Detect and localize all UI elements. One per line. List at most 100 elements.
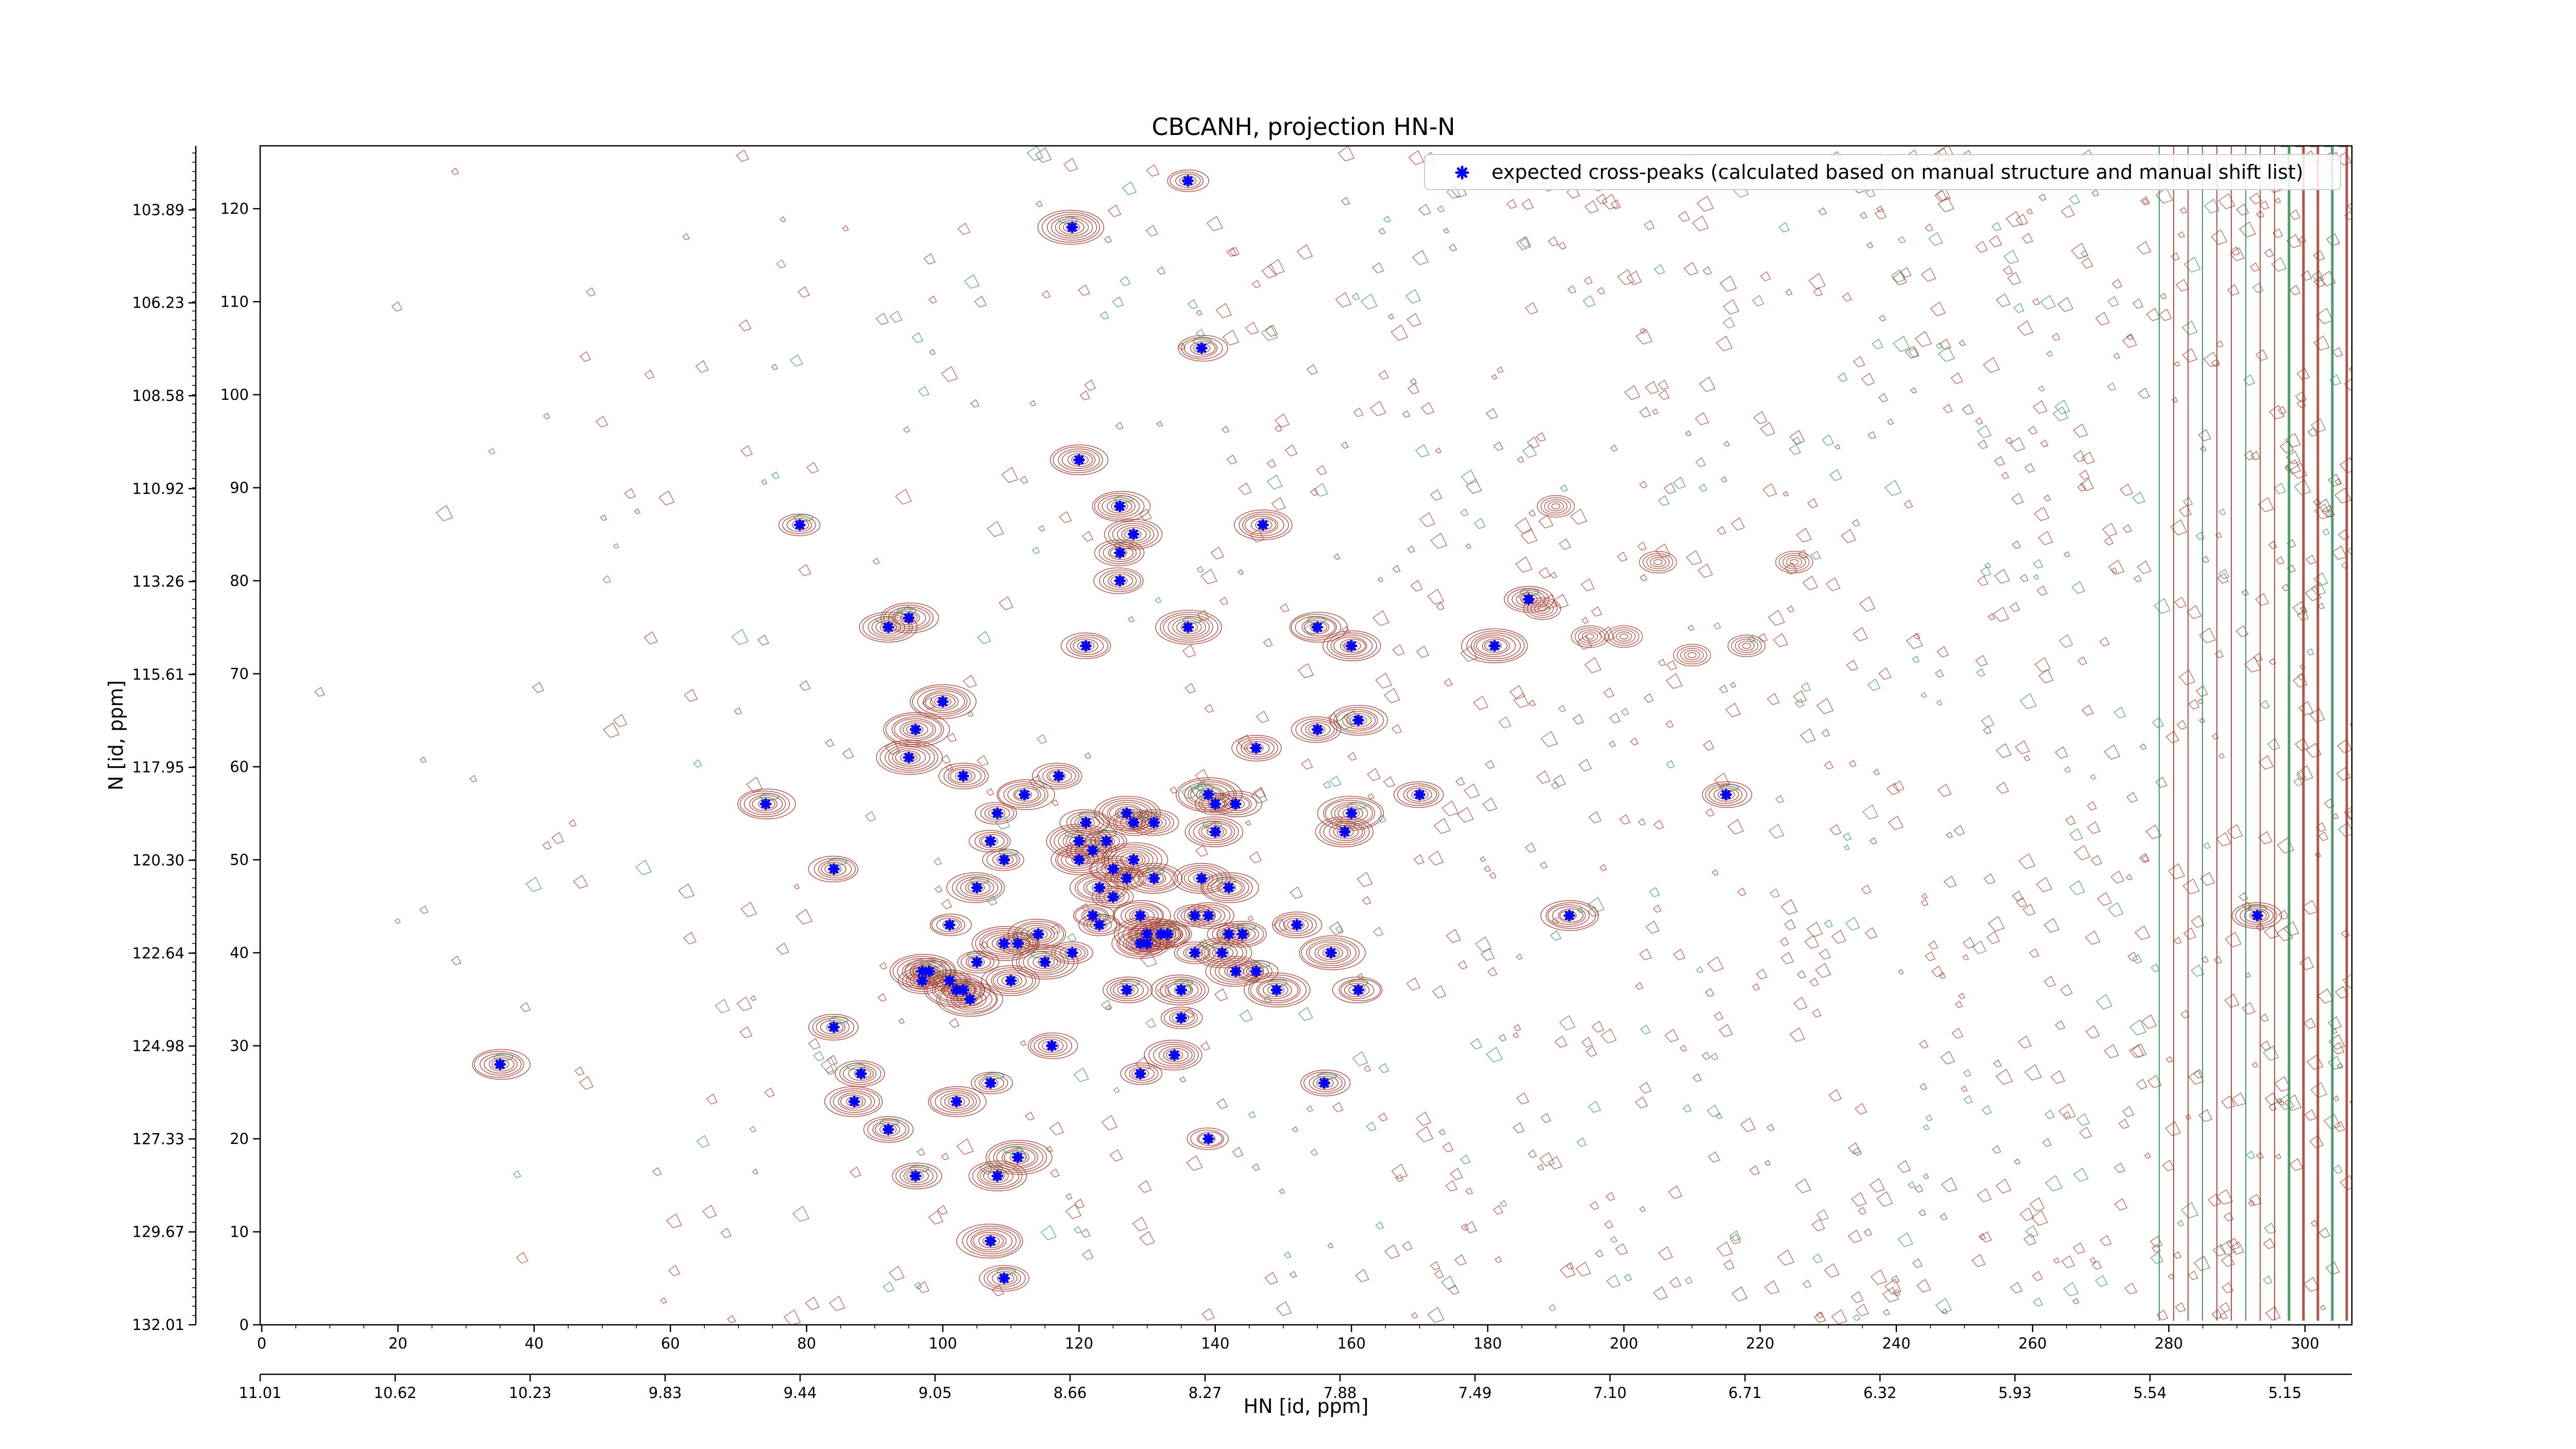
noise-contour (1567, 285, 1577, 294)
noise-contour (1465, 1187, 1473, 1195)
noise-contour (1982, 726, 1992, 735)
contour-ring (1110, 869, 1145, 888)
contour-ring (1023, 951, 1065, 973)
noise-contour (2170, 519, 2188, 536)
noise-contour (1581, 578, 1595, 592)
contour-ring (1049, 444, 1109, 476)
noise-contour (488, 447, 496, 455)
noise-contour (1897, 235, 1906, 244)
noise-contour (1869, 1178, 1885, 1193)
noise-contour (1506, 198, 1517, 209)
noise-contour (1658, 659, 1666, 666)
contour-ring (1181, 867, 1223, 890)
noise-contour (1762, 483, 1777, 497)
noise-contour (2218, 752, 2225, 759)
noise-contour (783, 1309, 801, 1325)
cross-peak-marker-core (954, 1099, 959, 1104)
noise-contour (1941, 1308, 1948, 1315)
contour-ring (1178, 334, 1228, 362)
contour-ring-negative (1031, 951, 1050, 958)
noise-contour (2264, 1222, 2277, 1234)
cross-peak-marker-core (1131, 857, 1137, 863)
noise-contour (2058, 1103, 2076, 1120)
contour-ring (929, 914, 972, 936)
contour-ring (895, 1165, 938, 1187)
noise-contour (1897, 1160, 1911, 1173)
x-ppm-tick-label: 7.49 (1459, 1384, 1492, 1402)
cross-peak-marker-core (1104, 838, 1109, 844)
noise-contour (1703, 739, 1715, 751)
contour-ring (1004, 1150, 1030, 1165)
contour-ring (1160, 979, 1202, 1001)
noise-contour (1455, 777, 1465, 786)
noise-contour (2244, 450, 2255, 461)
cross-peak-marker-core (1138, 1071, 1143, 1076)
noise-contour (1073, 1067, 1089, 1083)
noise-contour (1273, 918, 1287, 932)
noise-contour (2331, 1042, 2345, 1055)
cross-peak-marker-core (988, 1238, 993, 1244)
noise-contour (2334, 487, 2352, 504)
noise-contour (1132, 1216, 1148, 1232)
cross-peak-marker-core (1274, 987, 1279, 993)
noise-contour (520, 1002, 531, 1013)
noise-contour (2290, 462, 2308, 479)
contour-ring (1507, 588, 1550, 611)
noise-contour (1866, 242, 1874, 249)
contour-ring (1551, 503, 1561, 510)
contour-ring (965, 955, 991, 969)
noise-contour (2217, 572, 2229, 584)
contour-ring (1653, 559, 1663, 565)
noise-contour (2031, 1210, 2048, 1226)
contour-ring (1187, 1127, 1229, 1150)
contour-ring (874, 1122, 901, 1137)
contour-ring (1107, 846, 1158, 873)
contour-ring (1236, 737, 1278, 760)
noise-contour (1664, 1029, 1679, 1042)
noise-contour (1672, 477, 1686, 490)
contour-ring (888, 746, 930, 769)
noise-contour (1441, 1275, 1456, 1290)
noise-contour (1608, 740, 1616, 748)
contour-ring (957, 951, 999, 973)
contour-ring (1317, 796, 1384, 831)
contour-ring (1330, 634, 1373, 658)
contour-ring (1212, 948, 1229, 958)
noise-contour (1419, 512, 1435, 527)
noise-contour (1663, 482, 1676, 495)
noise-contour (1818, 207, 1827, 215)
noise-contour (771, 363, 778, 370)
noise-contour (2087, 821, 2101, 834)
noise-contour (1653, 264, 1665, 275)
noise-contour (2142, 198, 2149, 204)
noise-contour (1410, 378, 1417, 385)
noise-contour (2091, 1260, 2102, 1270)
noise-contour (1802, 575, 1818, 591)
noise-contour (1848, 1142, 1861, 1154)
noise-contour (738, 319, 752, 331)
noise-contour (1584, 200, 1599, 214)
noise-contour (2024, 463, 2035, 473)
noise-contour (1764, 1280, 1780, 1295)
noise-contour (2032, 1297, 2043, 1307)
noise-contour (1665, 720, 1674, 728)
noise-contour (2087, 801, 2097, 811)
noise-contour (2198, 717, 2206, 723)
noise-contour (419, 756, 427, 763)
noise-contour (1074, 1199, 1085, 1209)
contour-ring (993, 971, 1027, 990)
noise-contour (1516, 236, 1531, 250)
cross-peak-marker-core (852, 1099, 857, 1104)
noise-contour (928, 1210, 944, 1225)
contour-ring (1038, 1038, 1064, 1053)
contour-ring (1113, 917, 1181, 952)
noise-contour (1377, 576, 1383, 583)
noise-contour (2085, 1025, 2100, 1039)
noise-contour (1994, 568, 2010, 584)
noise-contour (1570, 508, 1587, 525)
contour-ring (1055, 218, 1089, 237)
contour-ring (1466, 630, 1525, 662)
noise-contour (1655, 543, 1671, 558)
contour-ring (1160, 1006, 1203, 1030)
